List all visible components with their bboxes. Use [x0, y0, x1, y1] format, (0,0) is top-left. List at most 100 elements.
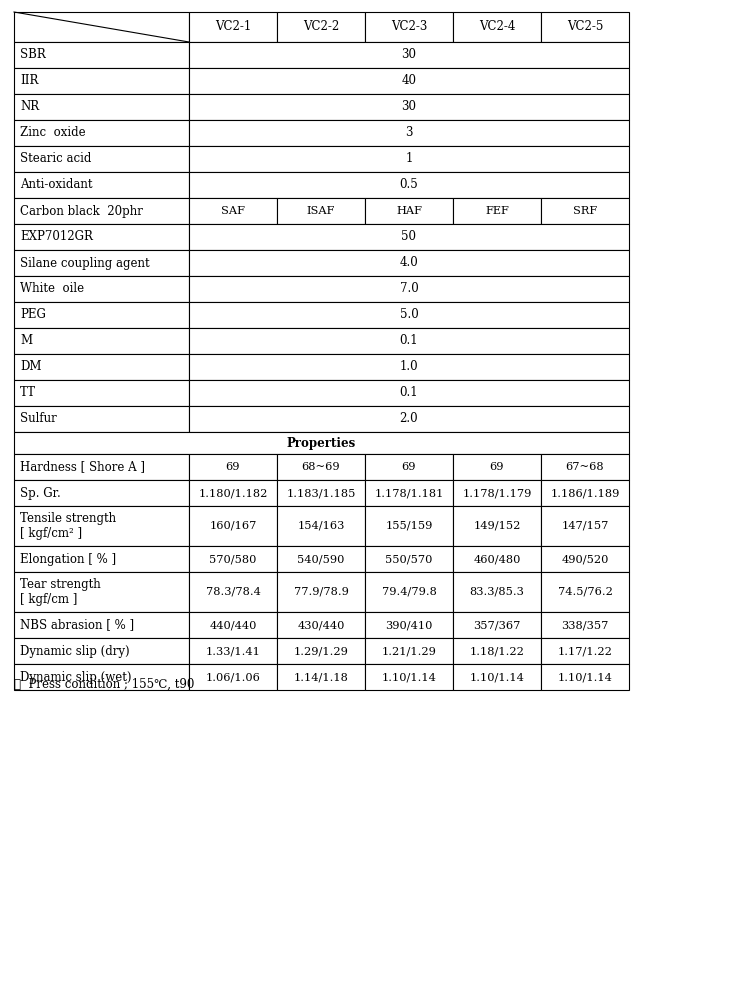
- Text: 0.5: 0.5: [400, 178, 418, 192]
- Text: 1.0: 1.0: [400, 360, 418, 373]
- Text: ISAF: ISAF: [307, 206, 335, 216]
- Bar: [277, 638, 365, 664]
- Bar: [541, 198, 629, 224]
- Text: 147/157: 147/157: [561, 521, 609, 531]
- Bar: [365, 612, 453, 638]
- Text: SBR: SBR: [20, 48, 46, 62]
- Text: 50: 50: [401, 231, 417, 243]
- Text: 2.0: 2.0: [400, 412, 418, 426]
- Bar: [14, 250, 189, 276]
- Text: EXP7012GR: EXP7012GR: [20, 231, 93, 243]
- Text: 440/440: 440/440: [210, 620, 256, 630]
- Text: 570/580: 570/580: [210, 554, 256, 564]
- Bar: [14, 506, 189, 546]
- Text: 550/570: 550/570: [386, 554, 432, 564]
- Text: 1.21/1.29: 1.21/1.29: [382, 646, 436, 656]
- Bar: [277, 506, 365, 546]
- Text: Properties: Properties: [287, 436, 356, 450]
- Text: 83.3/85.3: 83.3/85.3: [470, 587, 525, 597]
- Bar: [14, 406, 189, 432]
- Text: 5.0: 5.0: [400, 308, 418, 322]
- Bar: [277, 664, 365, 690]
- Bar: [14, 68, 189, 94]
- Bar: [365, 638, 453, 664]
- Bar: [277, 454, 365, 480]
- Bar: [189, 480, 277, 506]
- Bar: [14, 546, 189, 572]
- Text: Tensile strength
[ kgf/cm² ]: Tensile strength [ kgf/cm² ]: [20, 512, 116, 540]
- Text: 357/367: 357/367: [473, 620, 521, 630]
- Text: 1.14/1.18: 1.14/1.18: [293, 672, 348, 682]
- Bar: [189, 664, 277, 690]
- Bar: [453, 506, 541, 546]
- Text: Elongation [ % ]: Elongation [ % ]: [20, 552, 116, 566]
- Bar: [541, 506, 629, 546]
- Text: 74.5/76.2: 74.5/76.2: [557, 587, 612, 597]
- Bar: [189, 146, 629, 172]
- Text: Sp. Gr.: Sp. Gr.: [20, 487, 61, 499]
- Text: 77.9/78.9: 77.9/78.9: [293, 587, 348, 597]
- Text: 1: 1: [406, 152, 412, 165]
- Text: Tear strength
[ kgf/cm ]: Tear strength [ kgf/cm ]: [20, 578, 101, 606]
- Text: 338/357: 338/357: [561, 620, 609, 630]
- Text: TT: TT: [20, 386, 36, 399]
- Text: 1.33/1.41: 1.33/1.41: [206, 646, 261, 656]
- Bar: [453, 638, 541, 664]
- Text: 490/520: 490/520: [561, 554, 609, 564]
- Bar: [453, 664, 541, 690]
- Text: 30: 30: [401, 101, 417, 113]
- Text: 430/440: 430/440: [297, 620, 345, 630]
- Bar: [541, 454, 629, 480]
- Bar: [453, 546, 541, 572]
- Text: 1.17/1.22: 1.17/1.22: [557, 646, 612, 656]
- Bar: [541, 664, 629, 690]
- Bar: [14, 146, 189, 172]
- Text: 30: 30: [401, 48, 417, 62]
- Bar: [14, 480, 189, 506]
- Text: 540/590: 540/590: [297, 554, 345, 564]
- Text: Sulfur: Sulfur: [20, 412, 56, 426]
- Text: 78.3/78.4: 78.3/78.4: [206, 587, 261, 597]
- Bar: [365, 12, 453, 42]
- Bar: [189, 546, 277, 572]
- Bar: [277, 572, 365, 612]
- Bar: [277, 612, 365, 638]
- Text: M: M: [20, 334, 32, 348]
- Bar: [14, 224, 189, 250]
- Bar: [189, 380, 629, 406]
- Bar: [189, 42, 629, 68]
- Text: VC2-5: VC2-5: [567, 20, 603, 33]
- Bar: [14, 328, 189, 354]
- Text: 160/167: 160/167: [210, 521, 256, 531]
- Bar: [541, 572, 629, 612]
- Bar: [189, 302, 629, 328]
- Text: 149/152: 149/152: [473, 521, 521, 531]
- Bar: [365, 572, 453, 612]
- Bar: [277, 480, 365, 506]
- Text: Hardness [ Shore A ]: Hardness [ Shore A ]: [20, 460, 145, 474]
- Bar: [14, 354, 189, 380]
- Text: 154/163: 154/163: [297, 521, 345, 531]
- Text: 3: 3: [405, 126, 413, 139]
- Bar: [189, 506, 277, 546]
- Bar: [14, 198, 189, 224]
- Text: Dynamic slip (wet): Dynamic slip (wet): [20, 670, 132, 684]
- Text: VC2-3: VC2-3: [391, 20, 427, 33]
- Bar: [365, 664, 453, 690]
- Bar: [14, 454, 189, 480]
- Text: 390/410: 390/410: [386, 620, 432, 630]
- Bar: [14, 664, 189, 690]
- Bar: [277, 12, 365, 42]
- Bar: [14, 638, 189, 664]
- Bar: [541, 638, 629, 664]
- Bar: [14, 432, 629, 454]
- Bar: [189, 276, 629, 302]
- Text: SRF: SRF: [573, 206, 597, 216]
- Text: 1.10/1.14: 1.10/1.14: [382, 672, 436, 682]
- Text: SAF: SAF: [221, 206, 245, 216]
- Text: VC2-1: VC2-1: [215, 20, 251, 33]
- Text: 1.183/1.185: 1.183/1.185: [286, 488, 356, 498]
- Text: 1.178/1.179: 1.178/1.179: [462, 488, 532, 498]
- Bar: [189, 198, 277, 224]
- Bar: [189, 328, 629, 354]
